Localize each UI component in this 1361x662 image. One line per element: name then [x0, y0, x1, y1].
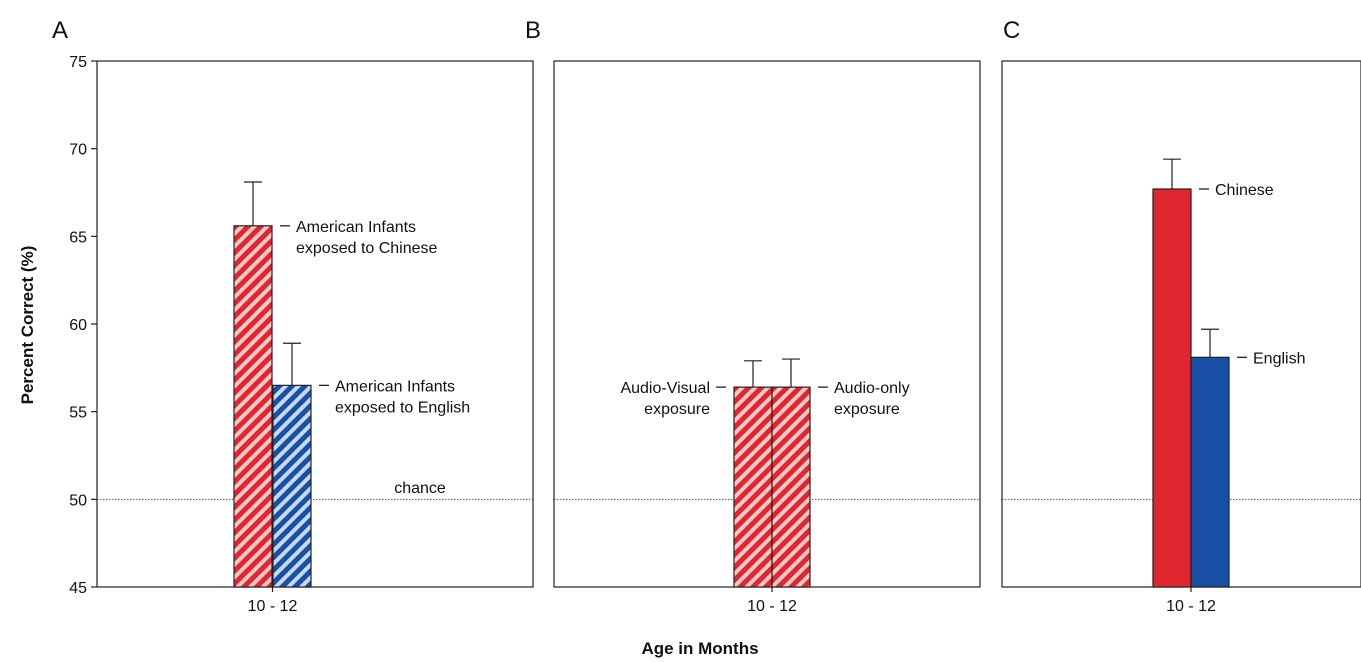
panel-letter-a: A	[52, 17, 68, 44]
bar-a-2	[272, 384, 312, 588]
y-tick-label: 50	[69, 492, 87, 509]
bar-annotation: Audio-only exposure	[834, 380, 910, 418]
panel-letter-c: C	[1003, 17, 1020, 44]
y-tick-label: 60	[69, 317, 87, 334]
bar-a-1	[233, 225, 273, 588]
y-tick-label: 45	[69, 580, 87, 597]
y-tick-label: 75	[69, 54, 87, 71]
bar-annotation: Chinese	[1215, 182, 1274, 199]
panel-c: C Chinese English 10 - 12	[1001, 17, 1361, 615]
panel-letter-b: B	[525, 17, 541, 44]
y-tick-label: 65	[69, 229, 87, 246]
bar-c-2	[1190, 356, 1230, 588]
bar-annotation: American Infants exposed to Chinese	[296, 219, 438, 257]
bar-annotation: English	[1253, 350, 1305, 367]
bar-annotation: Audio-Visual exposure	[620, 380, 710, 418]
y-tick-label: 55	[69, 405, 87, 422]
x-axis-title: Age in Months	[641, 639, 758, 658]
panel-b: B Audio-Visual exposure Audio-only exposure 1…	[525, 17, 981, 615]
chance-label: chance	[394, 480, 446, 497]
x-tick-label: 10 - 12	[1166, 598, 1216, 615]
panel-a: A 45 50 55 60 65 70 75 American Infants exposed t…	[52, 17, 534, 615]
bar-annotation: American Infants exposed to English	[335, 378, 470, 416]
bar-b-1	[733, 386, 773, 588]
x-tick-label: 10 - 12	[248, 598, 298, 615]
y-tick-label: 70	[69, 142, 87, 159]
x-tick-label: 10 - 12	[747, 598, 797, 615]
bar-b-2	[771, 386, 811, 588]
panel-frame	[96, 60, 534, 588]
y-axis-title: Percent Correct (%)	[18, 246, 37, 405]
bar-c-1	[1152, 188, 1192, 588]
panels-layer: A 45 50 55 60 65 70 75 American Infants exposed t…	[52, 17, 1361, 615]
